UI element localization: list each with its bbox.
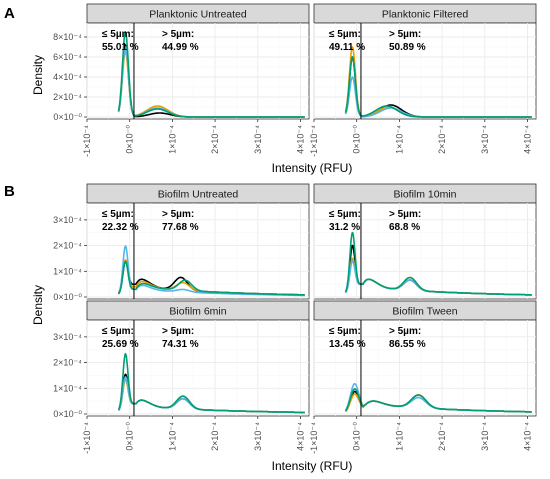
pct-above-threshold: 44.99 % xyxy=(162,42,199,53)
x-tick-label: 0×10⁻⁰ xyxy=(125,422,135,451)
x-tick-label: 2×10⁻⁴ xyxy=(210,422,220,451)
x-tick-label: -1×10⁻⁴ xyxy=(82,422,92,454)
x-tick-label: 0×10⁻⁰ xyxy=(352,422,362,451)
panel-letter-a: A xyxy=(4,5,15,22)
y-tick-label: 1×10⁻⁴ xyxy=(53,383,82,393)
label-above-threshold: > 5µm: xyxy=(389,326,421,337)
x-tick-label: 2×10⁻⁴ xyxy=(210,125,220,154)
label-below-threshold: ≤ 5µm: xyxy=(329,326,361,337)
axis-ticks: 0×10⁻⁰2×10⁻⁴4×10⁻⁴6×10⁻⁴8×10⁻⁴-1×10⁻⁴ 0×1… xyxy=(53,32,532,454)
x-tick-label: 4×10⁻⁴ xyxy=(295,422,305,451)
strip-title: Biofilm Untreated xyxy=(158,189,239,201)
gridlines xyxy=(86,320,309,416)
pct-above-threshold: 68.8 % xyxy=(389,222,420,233)
density-line-4 xyxy=(344,231,533,296)
density-line-4 xyxy=(344,388,533,413)
strip-title: Planktonic Untreated xyxy=(149,9,247,21)
x-tick-label: 1×10⁻⁴ xyxy=(394,125,404,154)
x-tick-label: 4×10⁻⁴ xyxy=(522,422,532,451)
x-tick-label: 2×10⁻⁴ xyxy=(437,125,447,154)
x-tick-label: 3×10⁻⁴ xyxy=(480,422,490,451)
x-tick-label: 3×10⁻⁴ xyxy=(480,125,490,154)
y-tick-label: 0×10⁻⁰ xyxy=(53,292,82,302)
pct-above-threshold: 77.68 % xyxy=(162,222,199,233)
strip-title: Planktonic Filtered xyxy=(382,9,469,21)
y-tick-label: 8×10⁻⁴ xyxy=(53,32,82,42)
label-above-threshold: > 5µm: xyxy=(162,29,194,40)
strip-title: Biofilm 10min xyxy=(393,189,456,201)
facet-2: Planktonic Filtered ≤ 5µm: 49.11 % > 5µm: 50… xyxy=(313,3,537,120)
y-axis-title-a: Density xyxy=(31,55,45,95)
label-above-threshold: > 5µm: xyxy=(162,326,194,337)
x-tick-label: 1×10⁻⁴ xyxy=(394,422,404,451)
label-below-threshold: ≤ 5µm: xyxy=(329,29,361,40)
facet-4: Biofilm 10min ≤ 5µm: 31.2 % > 5µm: 68.8 % xyxy=(313,183,537,300)
pct-below-threshold: 55.01 % xyxy=(102,42,139,53)
x-axis-title-b: Intensity (RFU) xyxy=(272,459,353,473)
y-tick-label: 3×10⁻⁴ xyxy=(53,332,82,342)
pct-above-threshold: 74.31 % xyxy=(162,339,199,350)
y-tick-label: 3×10⁻⁴ xyxy=(53,215,82,225)
density-line-4 xyxy=(117,353,306,414)
x-tick-label: -1×10⁻⁴ xyxy=(309,422,319,454)
density-line-4 xyxy=(344,56,533,118)
label-above-threshold: > 5µm: xyxy=(162,209,194,220)
x-tick-label: 3×10⁻⁴ xyxy=(253,422,263,451)
y-axis-title-b: Density xyxy=(31,285,45,325)
label-below-threshold: ≤ 5µm: xyxy=(102,29,134,40)
label-below-threshold: ≤ 5µm: xyxy=(102,326,134,337)
label-below-threshold: ≤ 5µm: xyxy=(102,209,134,220)
pct-above-threshold: 50.89 % xyxy=(389,42,426,53)
pct-below-threshold: 49.11 % xyxy=(329,42,365,53)
gridlines xyxy=(313,320,536,416)
x-tick-label: 4×10⁻⁴ xyxy=(295,125,305,154)
x-tick-label: -1×10⁻⁴ xyxy=(82,125,92,157)
pct-below-threshold: 31.2 % xyxy=(329,222,360,233)
x-axis-title-a: Intensity (RFU) xyxy=(272,161,353,175)
y-tick-label: 0×10⁻⁰ xyxy=(53,112,82,122)
y-tick-label: 6×10⁻⁴ xyxy=(53,52,82,62)
facet-3: Biofilm Untreated ≤ 5µm: 22.32 % > 5µm: 77.6… xyxy=(86,183,310,300)
y-tick-label: 2×10⁻⁴ xyxy=(53,241,82,251)
facet-1: Planktonic Untreated ≤ 5µm: 55.01 % > 5µm: 4… xyxy=(86,3,310,120)
x-tick-label: 0×10⁻⁰ xyxy=(352,125,362,154)
panel-letter-b: B xyxy=(4,183,15,200)
y-tick-label: 2×10⁻⁴ xyxy=(53,358,82,368)
x-tick-label: 3×10⁻⁴ xyxy=(253,125,263,154)
density-line-4 xyxy=(117,31,306,118)
y-tick-label: 2×10⁻⁴ xyxy=(53,92,82,102)
x-tick-label: 0×10⁻⁰ xyxy=(125,125,135,154)
x-tick-label: 4×10⁻⁴ xyxy=(522,125,532,154)
density-line-4 xyxy=(117,260,306,296)
label-above-threshold: > 5µm: xyxy=(389,209,421,220)
pct-below-threshold: 13.45 % xyxy=(329,339,366,350)
strip-title: Biofilm Tween xyxy=(392,306,457,318)
facet-panels: Planktonic Untreated ≤ 5µm: 55.01 % > 5µm: 4… xyxy=(86,3,537,417)
pct-above-threshold: 86.55 % xyxy=(389,339,426,350)
y-tick-label: 0×10⁻⁰ xyxy=(53,409,82,419)
label-below-threshold: ≤ 5µm: xyxy=(329,209,361,220)
x-tick-label: 1×10⁻⁴ xyxy=(167,422,177,451)
label-above-threshold: > 5µm: xyxy=(389,29,421,40)
pct-below-threshold: 25.69 % xyxy=(102,339,139,350)
y-tick-label: 4×10⁻⁴ xyxy=(53,72,82,82)
facet-5: Biofilm 6min ≤ 5µm: 25.69 % > 5µm: 74.31 % xyxy=(86,300,310,417)
y-tick-label: 1×10⁻⁴ xyxy=(53,266,82,276)
x-tick-label: 2×10⁻⁴ xyxy=(437,422,447,451)
facet-6: Biofilm Tween ≤ 5µm: 13.45 % > 5µm: 86.55 % xyxy=(313,300,537,417)
pct-below-threshold: 22.32 % xyxy=(102,222,139,233)
x-tick-label: 1×10⁻⁴ xyxy=(167,125,177,154)
strip-title: Biofilm 6min xyxy=(169,306,226,318)
x-tick-label: -1×10⁻⁴ xyxy=(309,125,319,157)
